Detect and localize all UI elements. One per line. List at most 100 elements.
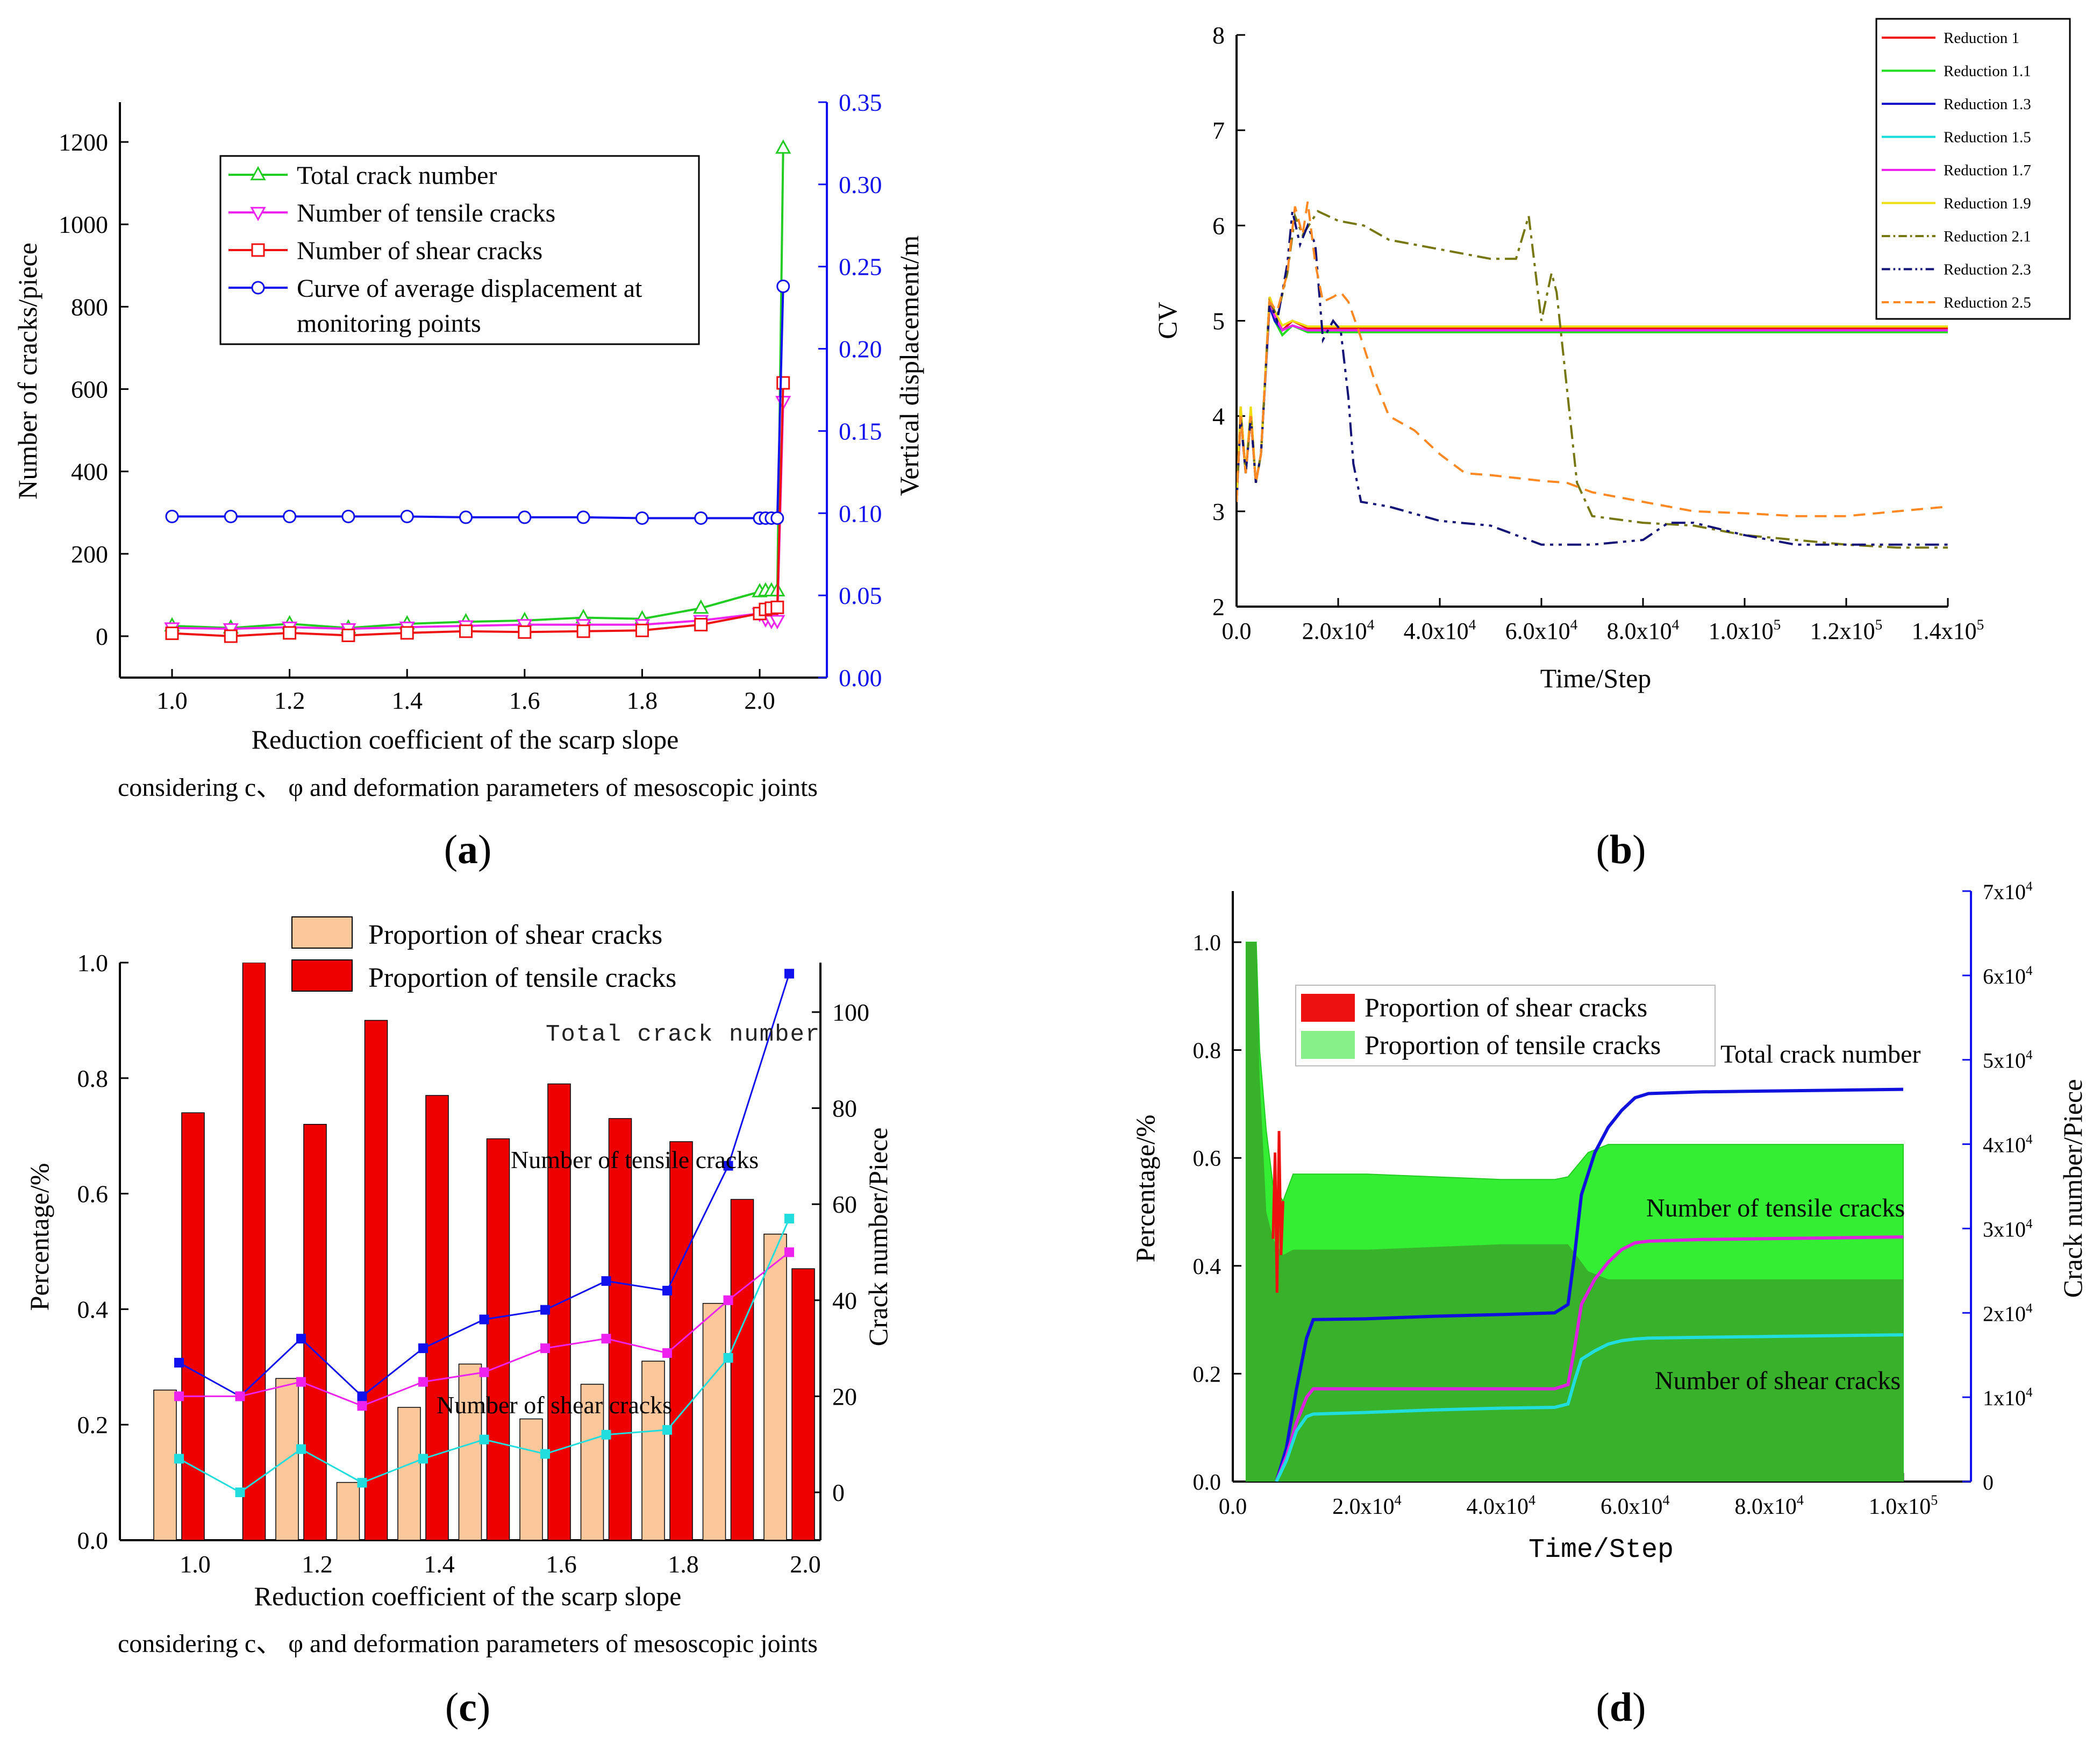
legend-label: Proportion of shear cracks: [1365, 992, 1647, 1022]
data-point: [479, 1314, 489, 1325]
data-point: [540, 1305, 550, 1315]
legend-label: Reduction 2.3: [1944, 261, 2031, 279]
y-tick-label: 0.8: [1193, 1039, 1222, 1064]
data-point: [357, 1391, 367, 1401]
y-tick-label: 1.0: [1193, 931, 1222, 956]
legend-label: Reduction 2.1: [1944, 228, 2031, 245]
y-tick-label: 4: [1212, 403, 1225, 430]
legend-box: [219, 155, 700, 345]
y-tick-label: 400: [71, 458, 108, 486]
data-point: [235, 1487, 245, 1497]
data-point: [694, 511, 708, 525]
data-point: [283, 626, 297, 640]
y2-tick-label: 0.35: [839, 89, 882, 116]
y2-tick-label: 0.15: [839, 417, 882, 445]
data-point: [357, 1478, 367, 1488]
legend-label: monitoring points: [297, 309, 481, 338]
x-tick-label: 2.0x104: [1332, 1492, 1402, 1519]
legend: Total crack number Number of tensile crac…: [219, 155, 700, 345]
legend-label: Reduction 1: [1944, 30, 2019, 47]
annotation: Total crack number: [1720, 1040, 1920, 1069]
tensile-bar: [547, 1083, 571, 1540]
legend-label: Reduction 1.7: [1944, 162, 2031, 179]
legend: Proportion of shear cracks Proportion of …: [291, 916, 676, 993]
x-tick-label: 1.0x105: [1709, 616, 1781, 644]
data-point: [635, 623, 649, 637]
data-point: [418, 1377, 428, 1387]
tensile-bar: [425, 1095, 449, 1540]
series-line: [1237, 301, 1948, 502]
x-tick-label: 1.8: [668, 1550, 699, 1578]
legend-label: Reduction 1.3: [1944, 96, 2031, 113]
x-tick-label: 8.0x104: [1734, 1492, 1804, 1519]
legend-label: Reduction 1.1: [1944, 63, 2031, 80]
y-axis-title: CV: [1152, 302, 1182, 339]
y-tick-label: 6: [1212, 212, 1225, 239]
y-tick-label: 1200: [59, 129, 108, 156]
legend-swatch: [1301, 1031, 1355, 1059]
x-axis-title: Time/Step: [1540, 663, 1652, 693]
data-point: [635, 511, 649, 525]
series-line: [1275, 1235, 1904, 1482]
legend-swatch: [291, 916, 353, 949]
series-line: [172, 401, 784, 630]
data-point: [341, 509, 355, 523]
data-point: [770, 511, 784, 525]
y-tick-label: 800: [71, 293, 108, 321]
y2-tick-label: 0.25: [839, 253, 882, 281]
data-point: [400, 626, 414, 640]
data-point: [769, 615, 785, 630]
legend-label: Reduction 1.9: [1944, 195, 2031, 212]
y-tick-label: 2: [1212, 593, 1225, 621]
data-point: [357, 1401, 367, 1411]
data-point: [459, 510, 473, 524]
y-tick-label: 0.6: [77, 1180, 109, 1208]
legend-label: Number of shear cracks: [297, 237, 542, 265]
x-tick-label: 1.2: [274, 687, 305, 714]
legend-label: Proportion of tensile cracks: [368, 963, 676, 993]
tensile-bar: [730, 1199, 754, 1540]
legend-label: Total crack number: [297, 161, 497, 190]
panel-b-caption: (b): [1596, 827, 1646, 872]
data-point: [776, 279, 790, 293]
x-tick-label: 1.0: [180, 1550, 211, 1578]
legend-marker: [251, 243, 265, 257]
data-point: [479, 1367, 489, 1377]
data-point: [235, 1391, 245, 1401]
data-point: [576, 624, 590, 638]
y-tick-label: 8: [1212, 22, 1225, 49]
panel-d-caption: (d): [1596, 1685, 1646, 1730]
x-tick-label: 1.4: [424, 1550, 455, 1578]
x-tick-label: 0.0: [1222, 618, 1252, 644]
y-tick-label: 7: [1212, 117, 1225, 144]
tensile-bar: [242, 963, 266, 1540]
y2-tick-label: 60: [832, 1191, 857, 1218]
shear-bar: [153, 1390, 177, 1540]
y-tick-label: 0: [96, 623, 108, 650]
series-line: [1237, 201, 1948, 517]
y2-tick-label: 2x104: [1983, 1301, 2033, 1326]
shear-proportion-line: [1272, 1131, 1284, 1293]
y2-tick-label: 0: [832, 1479, 845, 1506]
y2-tick-label: 0.05: [839, 582, 882, 609]
data-point: [459, 624, 473, 638]
shear-bar: [641, 1361, 665, 1540]
y2-tick-label: 5x104: [1983, 1048, 2033, 1073]
data-point: [165, 509, 179, 523]
tensile-bar: [486, 1138, 510, 1540]
legend-marker: [250, 207, 266, 222]
plot-area: [1237, 201, 1948, 549]
x-axis-title: Time/Step: [1528, 1535, 1674, 1565]
x-tick-label: 1.0x105: [1869, 1492, 1938, 1519]
y-tick-label: 5: [1212, 308, 1225, 335]
y-tick-label: 1000: [59, 211, 108, 238]
y2-axis-title: Crack number/Piece: [2058, 1079, 2088, 1298]
legend-box: [1295, 985, 1716, 1066]
series-line: [1237, 296, 1948, 502]
series-line: [1237, 306, 1948, 502]
data-point: [283, 509, 297, 523]
y-tick-label: 1.0: [77, 949, 109, 977]
data-point: [770, 600, 784, 614]
x-axis-title: Reduction coefficient of the scarp slope: [252, 724, 679, 755]
shear-bar: [458, 1363, 482, 1540]
